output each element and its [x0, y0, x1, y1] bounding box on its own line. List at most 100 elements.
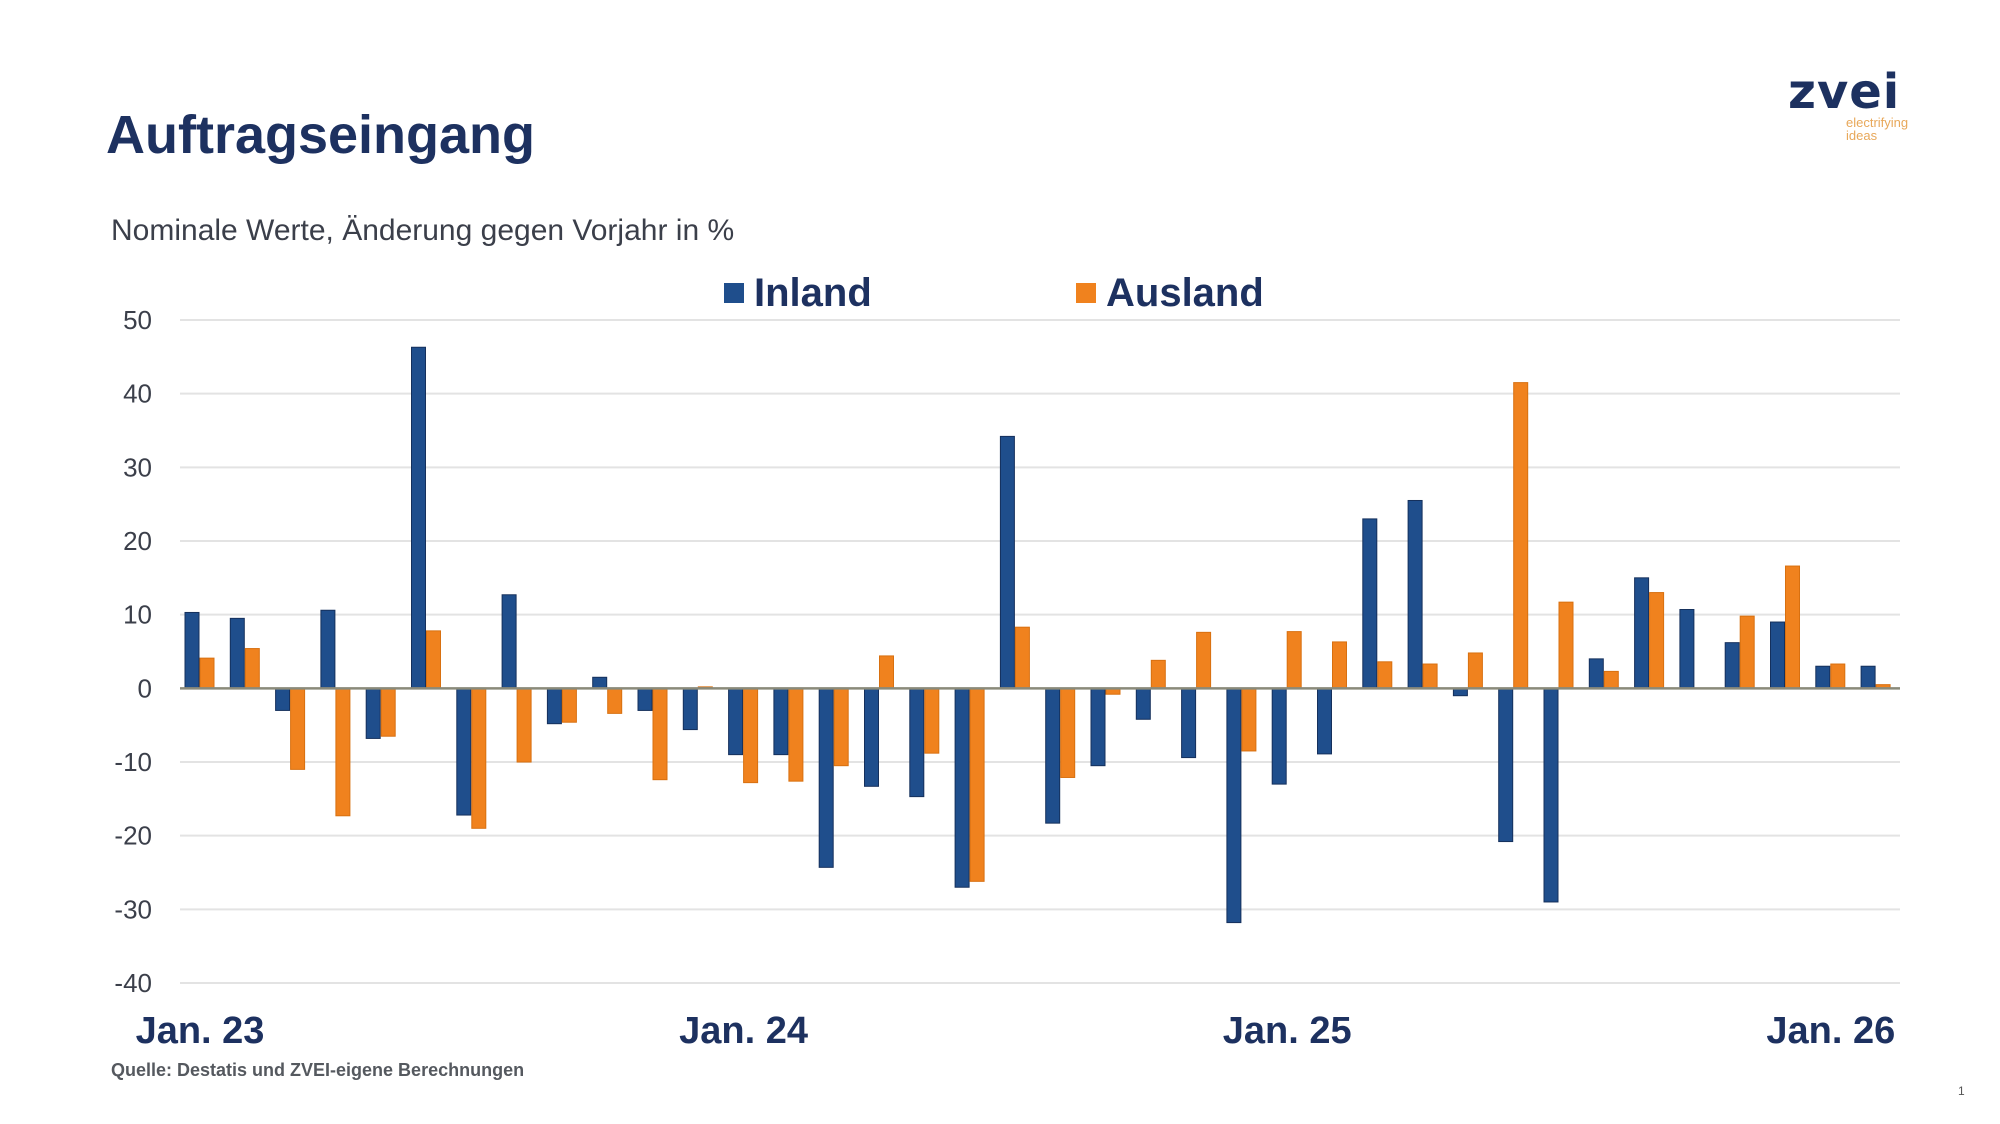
legend-item-ausland: Ausland [1076, 268, 1264, 318]
legend-item-inland: Inland [724, 268, 872, 318]
bar-ausland [1241, 687, 1257, 752]
bar-inland [1588, 658, 1604, 689]
bar-ausland [1332, 641, 1347, 689]
bar-ausland [788, 687, 804, 782]
bar-inland [1135, 687, 1151, 720]
bar-ausland [1196, 631, 1212, 689]
bar-inland [1226, 687, 1242, 924]
y-tick-label: 0 [138, 673, 152, 703]
logo-tagline-line1: electrifying [1846, 115, 1909, 130]
bar-ausland [1150, 659, 1166, 689]
y-tick-label: -40 [114, 968, 152, 998]
bar-ausland [607, 687, 623, 714]
logo-wordmark: zvei [1788, 64, 1901, 120]
bar-inland [320, 609, 336, 689]
source-note: Quelle: Destatis und ZVEI-eigene Berechn… [111, 1060, 525, 1080]
bar-inland [637, 687, 653, 711]
bar-inland [954, 687, 970, 888]
zvei-logo: zvei electrifying ideas [1788, 64, 1948, 154]
bar-inland [818, 687, 834, 868]
legend-label-inland: Inland [754, 270, 872, 315]
bar-inland [864, 687, 879, 787]
bar-inland [1724, 642, 1740, 689]
logo-tagline-line2: ideas [1846, 128, 1878, 143]
logo-tagline: electrifying ideas [1846, 116, 1946, 142]
bar-ausland [1377, 661, 1393, 689]
x-tick-label: Jan. 25 [1223, 1010, 1352, 1052]
legend-label-ausland: Ausland [1106, 270, 1264, 315]
y-tick-label: -30 [114, 894, 152, 924]
bar-inland [1679, 609, 1695, 689]
x-tick-label: Jan. 26 [1766, 1010, 1895, 1052]
bar-inland [909, 687, 925, 798]
y-tick-label: -20 [114, 821, 152, 851]
bar-inland [546, 687, 562, 725]
bar-ausland [290, 687, 306, 770]
page-number: 1 [1958, 1084, 1965, 1098]
x-axis-labels: Jan. 23 Jan. 24 Jan. 25 Jan. 26 [136, 1010, 1896, 1052]
bar-ausland [244, 648, 260, 689]
bar-ausland [1830, 663, 1846, 689]
bar-ausland [1739, 615, 1755, 689]
bar-inland [1634, 577, 1650, 689]
bar-ausland [1467, 652, 1483, 689]
page-title: Auftragseingang [106, 105, 536, 165]
bar-ausland [1558, 601, 1574, 689]
bar-ausland [652, 687, 668, 781]
y-tick-label: 50 [123, 305, 152, 335]
chart-subtitle: Nominale Werte, Änderung gegen Vorjahr i… [111, 214, 735, 247]
bar-inland [1770, 621, 1785, 689]
bar-inland [592, 676, 608, 689]
bar-ausland [1286, 631, 1302, 689]
bar-inland [1498, 687, 1514, 843]
bar-inland [1362, 518, 1378, 689]
gridlines [180, 319, 1900, 984]
bar-inland [229, 617, 245, 689]
bar-inland [1317, 687, 1332, 755]
bar-ausland [1649, 592, 1665, 689]
y-tick-label: 30 [123, 452, 152, 482]
legend-swatch-ausland [1076, 283, 1096, 303]
bar-inland [773, 687, 789, 756]
bar-inland [999, 435, 1015, 689]
y-tick-label: 40 [123, 379, 152, 409]
bar-ausland [1513, 382, 1529, 689]
y-tick-label: 10 [123, 600, 152, 630]
bar-ausland [969, 687, 985, 882]
bar-inland [1181, 687, 1197, 759]
bar-ausland [924, 687, 940, 754]
bar-inland [682, 687, 698, 731]
bars [184, 346, 1891, 924]
bar-ausland [335, 687, 351, 817]
bar-ausland [1060, 687, 1076, 778]
bar-ausland [1422, 663, 1438, 689]
bar-inland [456, 687, 472, 816]
bar-ausland [1603, 670, 1619, 689]
bar-inland [1815, 665, 1831, 689]
bar-ausland [1014, 626, 1030, 689]
bar-ausland [426, 630, 441, 689]
bar-ausland [833, 687, 849, 767]
bar-ausland [516, 687, 532, 763]
bar-ausland [561, 687, 577, 723]
bar-ausland [380, 687, 396, 737]
bar-inland [1860, 665, 1876, 689]
bar-inland [501, 594, 517, 689]
bar-inland [1090, 687, 1106, 767]
bar-inland [411, 346, 426, 689]
bar-ausland [1785, 565, 1800, 689]
y-axis-labels: 50 40 30 20 10 0 -10 -20 -30 -40 [114, 305, 152, 998]
bar-inland [1045, 687, 1061, 824]
bar-inland [275, 687, 291, 711]
legend-swatch-inland [724, 283, 744, 303]
x-tick-label: Jan. 24 [679, 1010, 808, 1052]
bar-ausland [199, 657, 215, 689]
bar-inland [1543, 687, 1559, 903]
bar-inland [728, 687, 744, 756]
bar-inland [1271, 687, 1287, 785]
bar-inland [365, 687, 381, 739]
y-tick-label: 20 [123, 526, 152, 556]
bar-ausland [879, 655, 894, 689]
bar-inland [184, 611, 200, 689]
